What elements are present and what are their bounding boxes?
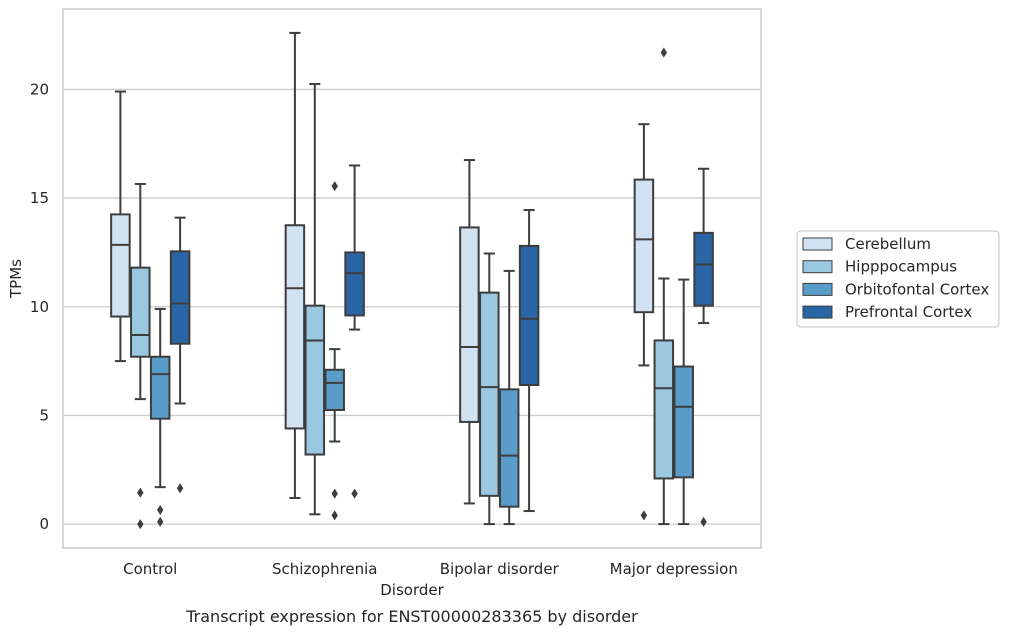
box-2-3 — [518, 209, 540, 513]
outlier-point — [331, 181, 338, 192]
box-2-1 — [479, 252, 500, 526]
box-0-1 — [130, 182, 151, 530]
box-1-3 — [344, 164, 365, 499]
box-1-1 — [304, 82, 326, 516]
box-body — [304, 304, 326, 456]
box-3-2 — [673, 278, 694, 526]
box-body — [110, 213, 131, 318]
legend-swatch — [802, 260, 833, 274]
box-body — [498, 388, 520, 508]
box-body — [459, 226, 480, 423]
legend-swatch — [802, 237, 833, 251]
box-3-3 — [693, 167, 714, 527]
x-axis-title: Disorder — [380, 581, 444, 599]
box-0-3 — [169, 216, 191, 494]
box-1-0 — [284, 31, 306, 500]
box-body — [324, 368, 345, 411]
box-body — [653, 339, 675, 480]
box-body — [169, 250, 191, 345]
box-2-2 — [498, 269, 520, 526]
legend-label: Cerebellum — [845, 235, 931, 253]
outlier-point — [351, 488, 358, 499]
box-body — [130, 266, 151, 358]
box-0-2 — [149, 307, 171, 527]
box-body — [693, 231, 714, 307]
y-tick-label: 15 — [30, 189, 49, 207]
box-body — [518, 244, 540, 386]
y-axis-title: TPMs — [7, 259, 25, 299]
outlier-point — [137, 519, 144, 530]
y-tick-label: 10 — [30, 298, 49, 316]
legend-label: Orbitofontal Cortex — [845, 280, 989, 298]
box-2-0 — [459, 159, 480, 505]
legend: Cerebellum Hipppocampus Orbitofontal Corte… — [796, 230, 1000, 328]
x-tick-label: Major depression — [610, 560, 738, 578]
box-3-1 — [653, 47, 675, 526]
x-tick-label: Bipolar disorder — [440, 560, 560, 578]
box-body — [149, 355, 171, 420]
x-tick-labels: Control Schizophrenia Bipolar disorder Majo… — [123, 560, 738, 578]
box-body — [284, 224, 306, 430]
boxes — [110, 31, 714, 530]
outlier-point — [176, 483, 184, 494]
y-tick-labels: 0 5 10 15 20 — [30, 80, 49, 533]
x-tick-label: Control — [123, 560, 177, 578]
outlier-point — [660, 47, 667, 58]
legend-frame — [796, 230, 1000, 328]
box-body — [344, 251, 365, 317]
outlier-point — [640, 510, 648, 521]
legend-label: Hipppocampus — [845, 258, 957, 276]
box-3-0 — [633, 123, 655, 521]
outlier-point — [700, 516, 707, 527]
box-body — [633, 178, 655, 314]
outlier-point — [137, 487, 144, 498]
chart-caption: Transcript expression for ENST0000028336… — [185, 607, 638, 626]
box-0-0 — [110, 90, 131, 363]
box-1-2 — [324, 181, 345, 521]
outlier-point — [331, 510, 338, 521]
box-body — [673, 365, 694, 479]
x-tick-label: Schizophrenia — [272, 560, 377, 578]
box-body — [479, 291, 500, 497]
legend-swatch — [802, 282, 833, 296]
outlier-point — [157, 504, 164, 515]
y-tick-label: 0 — [39, 515, 49, 533]
y-tick-label: 20 — [30, 80, 49, 98]
y-tick-label: 5 — [39, 406, 49, 424]
outlier-point — [157, 516, 164, 527]
legend-label: Prefrontal Cortex — [845, 303, 972, 321]
outlier-point — [331, 488, 338, 499]
legend-swatch — [802, 305, 833, 319]
